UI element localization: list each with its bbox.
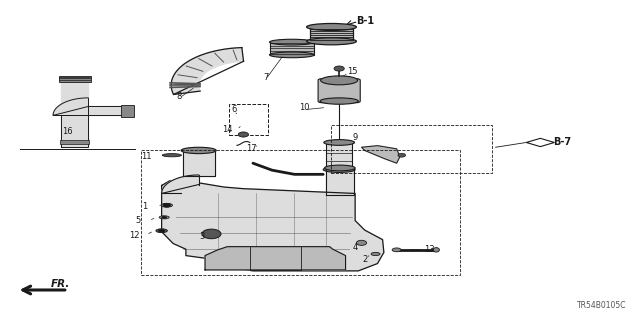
FancyBboxPatch shape — [318, 79, 360, 103]
Ellipse shape — [371, 252, 380, 256]
Text: 13: 13 — [424, 245, 435, 254]
Ellipse shape — [181, 147, 216, 154]
Text: 11: 11 — [141, 152, 152, 161]
Polygon shape — [205, 247, 346, 270]
Circle shape — [398, 153, 406, 157]
Ellipse shape — [269, 39, 314, 45]
Text: 6: 6 — [231, 105, 236, 114]
Circle shape — [356, 240, 367, 245]
Bar — [310, 27, 353, 41]
Text: 16: 16 — [63, 127, 73, 136]
Bar — [59, 76, 91, 82]
Text: 14: 14 — [222, 125, 233, 134]
Polygon shape — [172, 48, 244, 94]
Text: B-1: B-1 — [356, 16, 374, 27]
Polygon shape — [61, 116, 88, 147]
Text: 9: 9 — [353, 133, 358, 142]
Bar — [121, 105, 134, 117]
Ellipse shape — [163, 154, 181, 157]
Text: 2: 2 — [362, 255, 367, 264]
Circle shape — [238, 132, 248, 137]
Text: 3: 3 — [199, 232, 205, 241]
Ellipse shape — [324, 140, 355, 145]
Text: 15: 15 — [347, 67, 357, 76]
Polygon shape — [326, 168, 354, 195]
Ellipse shape — [324, 165, 355, 171]
Polygon shape — [162, 181, 384, 271]
Ellipse shape — [159, 216, 170, 219]
Bar — [269, 42, 314, 55]
Polygon shape — [61, 80, 88, 116]
Ellipse shape — [307, 38, 356, 45]
Ellipse shape — [320, 98, 358, 104]
Text: B-7: B-7 — [554, 138, 572, 148]
Text: 5: 5 — [136, 216, 141, 225]
Polygon shape — [182, 150, 214, 176]
Bar — [229, 104, 268, 134]
Ellipse shape — [433, 248, 440, 252]
Text: TR54B0105C: TR54B0105C — [577, 301, 627, 310]
Bar — [332, 125, 492, 173]
Ellipse shape — [392, 248, 401, 252]
Text: 7: 7 — [263, 73, 268, 82]
Circle shape — [159, 229, 165, 232]
Bar — [326, 142, 352, 170]
Polygon shape — [88, 107, 129, 116]
Ellipse shape — [269, 52, 314, 58]
Text: 4: 4 — [353, 243, 358, 252]
Text: 10: 10 — [300, 103, 310, 112]
Polygon shape — [526, 138, 554, 147]
Ellipse shape — [161, 203, 173, 207]
Ellipse shape — [307, 23, 356, 30]
Ellipse shape — [156, 229, 168, 233]
Text: 1: 1 — [141, 202, 147, 211]
Circle shape — [162, 216, 167, 219]
Polygon shape — [53, 98, 88, 116]
Text: 17: 17 — [246, 144, 257, 153]
Ellipse shape — [323, 167, 355, 172]
Text: 12: 12 — [129, 231, 140, 240]
Circle shape — [163, 203, 171, 207]
Circle shape — [334, 66, 344, 71]
Ellipse shape — [321, 76, 358, 85]
Polygon shape — [162, 175, 198, 194]
Polygon shape — [362, 146, 400, 163]
Bar — [60, 140, 90, 144]
Text: 8: 8 — [177, 92, 182, 101]
Circle shape — [202, 229, 221, 239]
Bar — [141, 150, 461, 275]
Text: FR.: FR. — [51, 279, 70, 289]
